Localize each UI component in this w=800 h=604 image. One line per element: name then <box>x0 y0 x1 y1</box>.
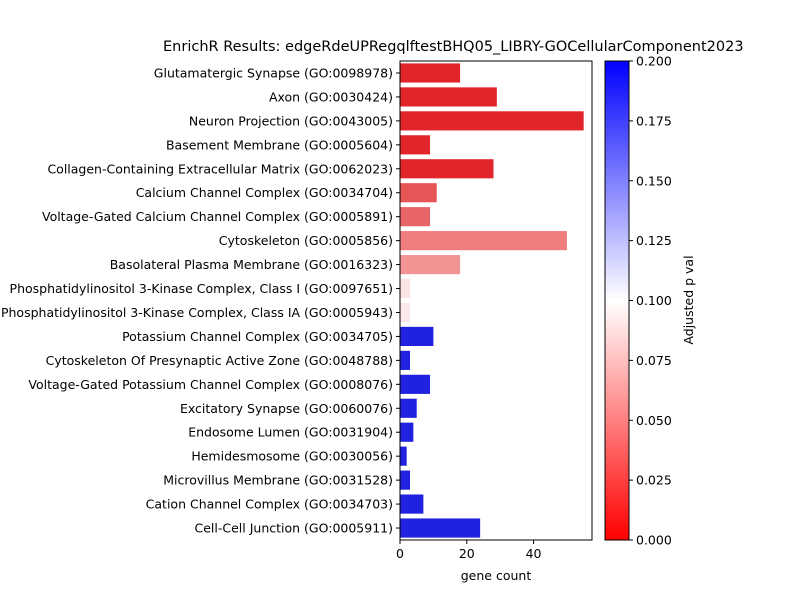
category-label: Neuron Projection (GO:0043005) <box>189 113 393 128</box>
bar-phosphatidylinositol-3-kinase-complex-class-ia <box>400 302 411 323</box>
colorbar-tick-label: 0.200 <box>636 54 672 69</box>
colorbar-tick-label: 0.150 <box>636 173 672 188</box>
bar-cytoskeleton-of-presynaptic-active-zone <box>400 350 411 370</box>
bar-glutamatergic-synapse <box>400 63 461 83</box>
x-tick-label: 20 <box>459 546 475 561</box>
plot-border <box>399 60 593 541</box>
category-label: Endosome Lumen (GO:0031904) <box>188 425 393 440</box>
colorbar-label: Adjusted p val <box>681 255 696 344</box>
category-label: Hemidesmosome (GO:0030056) <box>191 449 393 464</box>
colorbar-ticks: 0.000 0.025 0.050 0.075 0.100 0.125 0.150 0.175… <box>629 54 672 548</box>
category-label: Calcium Channel Complex (GO:0034704) <box>136 185 393 200</box>
category-label: Microvillus Membrane (GO:0031528) <box>163 473 393 488</box>
bar-phosphatidylinositol-3-kinase-complex-class-i <box>400 278 411 299</box>
bar-excitatory-synapse <box>400 398 417 418</box>
bar-endosome-lumen <box>400 422 414 442</box>
category-label: Voltage-Gated Potassium Channel Complex … <box>28 377 393 392</box>
colorbar-tick-label: 0.050 <box>636 413 672 428</box>
category-label: Basement Membrane (GO:0005604) <box>166 137 393 152</box>
x-tick-label: 0 <box>396 546 404 561</box>
category-label: Axon (GO:0030424) <box>269 89 393 104</box>
bar-axon <box>400 87 497 107</box>
x-tick-label: 40 <box>526 546 542 561</box>
bar-potassium-channel-complex <box>400 326 434 347</box>
category-label: Potassium Channel Complex (GO:0034705) <box>122 329 393 344</box>
bar-cytoskeleton <box>400 231 567 251</box>
category-label: Cation Channel Complex (GO:0034703) <box>146 497 393 512</box>
colorbar-tick-label: 0.175 <box>636 113 672 128</box>
colorbar-gradient <box>604 60 630 541</box>
bar-voltage-gated-calcium-channel-complex <box>400 207 431 227</box>
category-label: Basolateral Plasma Membrane (GO:0016323) <box>110 257 393 272</box>
chart-title: EnrichR Results: edgeRdeUPRegqlftestBHQ0… <box>163 39 744 55</box>
x-axis-label: gene count <box>461 568 532 583</box>
bar-neuron-projection <box>400 111 584 131</box>
bars-layer <box>400 63 584 538</box>
category-label: Collagen-Containing Extracellular Matrix… <box>47 161 393 176</box>
colorbar-tick-label: 0.100 <box>636 293 672 308</box>
category-labels: Glutamatergic Synapse (GO:0098978) Axon (… <box>1 65 400 536</box>
category-label: Cell-Cell Junction (GO:0005911) <box>195 521 393 536</box>
bar-basolateral-plasma-membrane <box>400 254 461 275</box>
category-label: Glutamatergic Synapse (GO:0098978) <box>154 65 393 80</box>
bar-microvillus-membrane <box>400 470 411 490</box>
category-label: Voltage-Gated Calcium Channel Complex (G… <box>42 209 393 224</box>
category-label: Phosphatidylinositol 3-Kinase Complex, C… <box>10 281 393 296</box>
colorbar-tick-label: 0.000 <box>636 533 672 548</box>
bar-basement-membrane <box>400 135 431 155</box>
bar-cation-channel-complex <box>400 494 424 514</box>
bar-calcium-channel-complex <box>400 183 437 203</box>
axes-frame <box>399 60 593 541</box>
bar-voltage-gated-potassium-channel-complex <box>400 374 431 394</box>
colorbar-tick-label: 0.125 <box>636 233 672 248</box>
bar-hemidesmosome <box>400 446 407 466</box>
colorbar-tick-label: 0.025 <box>636 473 672 488</box>
bar-collagen-containing-extracellular-matrix <box>400 159 494 179</box>
colorbar-tick-label: 0.075 <box>636 353 672 368</box>
category-label: Excitatory Synapse (GO:0060076) <box>180 401 393 416</box>
x-axis: 0 20 40 <box>396 540 542 561</box>
colorbar: 0.000 0.025 0.050 0.075 0.100 0.125 0.150 0.175… <box>604 54 696 548</box>
category-label: Cytoskeleton Of Presynaptic Active Zone … <box>46 353 393 368</box>
category-label: Phosphatidylinositol 3-Kinase Complex, C… <box>1 305 393 320</box>
bar-cell-cell-junction <box>400 518 481 538</box>
category-label: Cytoskeleton (GO:0005856) <box>219 233 393 248</box>
